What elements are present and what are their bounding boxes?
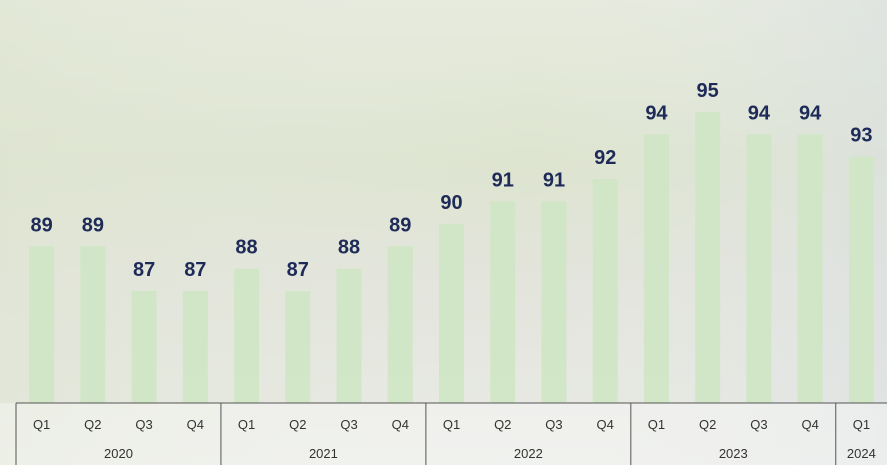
x-tick-label: Q4	[801, 417, 818, 432]
value-label: 87	[133, 259, 155, 281]
bar	[746, 134, 771, 403]
x-tick-label: Q1	[33, 417, 50, 432]
x-tick-label: Q1	[443, 417, 460, 432]
bar	[234, 269, 259, 403]
year-label: 2020	[104, 446, 133, 461]
value-label: 89	[82, 214, 104, 236]
year-label: 2024	[847, 446, 876, 461]
bar	[183, 291, 208, 403]
x-tick-label: Q1	[853, 417, 870, 432]
value-label: 91	[492, 170, 514, 192]
bar	[490, 202, 515, 404]
value-label: 94	[748, 102, 771, 124]
bar	[388, 246, 413, 403]
value-label: 89	[389, 214, 411, 236]
year-label: 2023	[719, 446, 748, 461]
x-tick-label: Q2	[494, 417, 511, 432]
chart: 89 Q1 89 Q2 87 Q3 87 Q4 88 Q1 87 Q2 88 Q3 89 Q4 90 Q1 91 Q2…	[0, 0, 887, 465]
x-tick-label: Q3	[340, 417, 357, 432]
value-label: 88	[235, 237, 257, 259]
x-tick-label: Q1	[238, 417, 255, 432]
x-tick-label: Q3	[750, 417, 767, 432]
value-label: 94	[645, 102, 668, 124]
value-label: 90	[440, 192, 462, 214]
x-tick-label: Q2	[699, 417, 716, 432]
value-label: 94	[799, 102, 822, 124]
bar	[798, 134, 823, 403]
value-label: 87	[287, 259, 309, 281]
x-tick-label: Q4	[187, 417, 204, 432]
value-label: 95	[697, 80, 719, 102]
bar	[285, 291, 310, 403]
value-label: 88	[338, 237, 360, 259]
value-label: 92	[594, 147, 616, 169]
bar	[337, 269, 362, 403]
bar	[644, 134, 669, 403]
bar	[80, 246, 105, 403]
value-label: 87	[184, 259, 206, 281]
bar	[541, 202, 566, 404]
x-tick-label: Q3	[135, 417, 152, 432]
x-tick-label: Q4	[597, 417, 614, 432]
x-tick-label: Q3	[545, 417, 562, 432]
x-tick-label: Q1	[648, 417, 665, 432]
bar	[593, 179, 618, 403]
value-label: 91	[543, 170, 565, 192]
bar	[29, 246, 54, 403]
bar	[695, 112, 720, 403]
year-label: 2022	[514, 446, 543, 461]
year-label: 2021	[309, 446, 338, 461]
x-tick-label: Q2	[84, 417, 101, 432]
value-label: 89	[30, 214, 52, 236]
axis-band	[0, 403, 887, 465]
bar	[439, 224, 464, 403]
x-tick-label: Q4	[392, 417, 409, 432]
x-tick-label: Q2	[289, 417, 306, 432]
bar	[849, 157, 874, 403]
bar	[132, 291, 157, 403]
value-label: 93	[850, 125, 872, 147]
